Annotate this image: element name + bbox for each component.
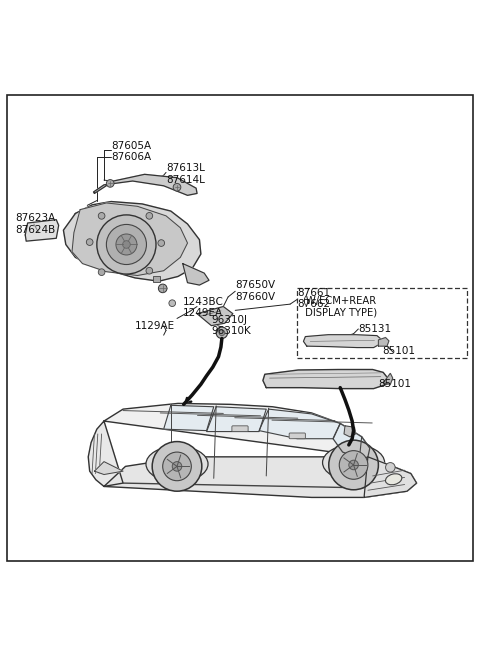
Text: 85101: 85101 [382, 346, 415, 356]
Polygon shape [383, 373, 393, 384]
Text: 1243BC
1249EA: 1243BC 1249EA [183, 297, 224, 318]
Polygon shape [344, 426, 356, 437]
Circle shape [146, 213, 153, 219]
Polygon shape [94, 174, 197, 195]
Circle shape [219, 330, 225, 336]
Circle shape [86, 239, 93, 245]
Polygon shape [183, 264, 209, 285]
Text: 96310J
96310K: 96310J 96310K [211, 315, 251, 337]
Circle shape [385, 462, 395, 472]
Circle shape [172, 462, 182, 471]
Circle shape [163, 452, 192, 481]
Circle shape [98, 213, 105, 219]
Polygon shape [95, 462, 123, 474]
Circle shape [97, 215, 156, 274]
Text: 87661
87662: 87661 87662 [297, 287, 330, 309]
Polygon shape [378, 338, 389, 346]
Polygon shape [263, 369, 388, 388]
Text: (W/ECM+REAR
 DISPLAY TYPE): (W/ECM+REAR DISPLAY TYPE) [302, 296, 377, 317]
Polygon shape [25, 220, 59, 241]
Text: 87623A
87624B: 87623A 87624B [16, 213, 56, 235]
Circle shape [339, 451, 368, 480]
Ellipse shape [323, 445, 384, 480]
Circle shape [98, 269, 105, 276]
Text: 85101: 85101 [378, 379, 411, 389]
Text: 85131: 85131 [359, 324, 392, 334]
Circle shape [116, 234, 137, 255]
Circle shape [107, 180, 114, 187]
Text: 87605A
87606A: 87605A 87606A [111, 140, 151, 162]
Polygon shape [259, 409, 340, 439]
Polygon shape [72, 203, 188, 276]
Circle shape [158, 239, 165, 247]
Text: 87613L
87614L: 87613L 87614L [166, 163, 205, 184]
Polygon shape [63, 201, 201, 281]
Circle shape [107, 224, 146, 264]
Circle shape [329, 440, 378, 490]
Circle shape [216, 327, 228, 338]
Ellipse shape [385, 474, 402, 485]
Bar [153, 276, 160, 282]
Polygon shape [104, 457, 417, 497]
Circle shape [152, 441, 202, 491]
Text: 87650V
87660V: 87650V 87660V [235, 281, 276, 302]
FancyBboxPatch shape [289, 433, 305, 439]
Polygon shape [303, 335, 381, 348]
Circle shape [173, 184, 181, 191]
Polygon shape [206, 407, 266, 432]
Circle shape [146, 268, 153, 274]
Polygon shape [333, 423, 370, 459]
Polygon shape [164, 405, 214, 430]
Circle shape [122, 241, 130, 249]
Polygon shape [364, 457, 417, 497]
Polygon shape [88, 421, 123, 487]
Circle shape [169, 300, 176, 306]
FancyBboxPatch shape [232, 426, 248, 432]
Circle shape [158, 284, 167, 293]
Polygon shape [104, 403, 370, 457]
Polygon shape [197, 306, 233, 325]
Bar [297, 289, 467, 358]
Ellipse shape [146, 446, 208, 482]
Circle shape [349, 461, 359, 470]
Text: 1129AE: 1129AE [135, 321, 175, 331]
